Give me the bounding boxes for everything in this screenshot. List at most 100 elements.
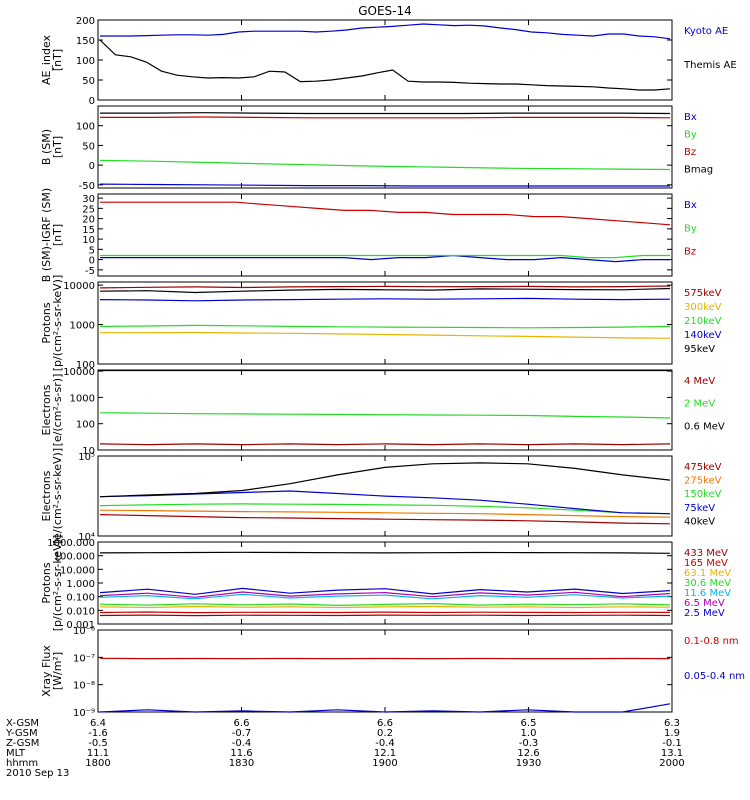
ephemeris-value: 6.5 — [521, 718, 537, 729]
series-line — [99, 587, 671, 595]
ephemeris-value: 6.3 — [664, 718, 680, 729]
legend-entry: 75keV — [684, 503, 715, 514]
y-tick-label: 1000.000 — [47, 538, 95, 549]
legend-entry: Bmag — [684, 165, 713, 176]
legend-entry: 300keV — [684, 302, 722, 313]
y-tick-label: 150 — [76, 36, 95, 47]
legend-entry: 275keV — [684, 476, 722, 487]
legend-entry: Bx — [684, 200, 697, 211]
legend-entry: Bz — [684, 147, 696, 158]
series-line — [99, 602, 671, 607]
ephemeris-value: 12.6 — [517, 748, 539, 759]
series-line — [99, 703, 671, 713]
series-line — [99, 324, 671, 329]
ephemeris-axis: X-GSM 6.4 6.6 6.6 6.5 6.3 Y-GSM -1.6 -0.7 0.2 1.0 1… — [5, 718, 685, 779]
y-tick-label: 1000 — [70, 393, 95, 404]
y-axis-label: Protons — [40, 562, 53, 603]
panel-frame — [97, 629, 673, 713]
y-tick-label: 10.000 — [60, 565, 95, 576]
ephemeris-value: 12.1 — [374, 748, 396, 759]
y-tick-label: 10000 — [63, 367, 95, 378]
legend-entry: 30.6 MeV — [684, 578, 731, 589]
series-line — [100, 112, 671, 115]
y-axis-label: [nT] — [51, 224, 64, 246]
ephemeris-value: 2000 — [659, 758, 684, 769]
y-tick-label: 50 — [82, 76, 95, 87]
y-axis-label: [nT] — [51, 49, 64, 71]
y-tick-label: 25 — [82, 204, 95, 215]
legend-entry: 2.5 MeV — [684, 608, 725, 619]
ephemeris-row-label: MLT — [6, 748, 26, 759]
series-line — [100, 331, 671, 339]
legend-entry: 210keV — [684, 316, 722, 327]
legend-entry: 40keV — [684, 516, 715, 527]
series-line — [99, 443, 671, 446]
ephemeris-value: -1.6 — [88, 728, 108, 739]
plot-title: GOES-14 — [358, 4, 412, 18]
ephemeris-value: -0.3 — [519, 738, 539, 749]
series-line — [100, 23, 671, 40]
ephemeris-value: 6.4 — [90, 718, 106, 729]
ephemeris-value: 1800 — [85, 758, 110, 769]
y-tick-label: 20 — [82, 215, 95, 226]
y-axis-label: AE_index — [40, 34, 53, 85]
panel-2: -50 0 50 100 B (SM)[nT] Bx By Bz Bmag — [40, 105, 713, 192]
y-axis-label: [p/(cm²-s-sr-keV)] — [51, 275, 64, 372]
y-axis-label: [W/m²] — [51, 652, 64, 690]
legend-entry: 11.6 MeV — [684, 588, 731, 599]
panel-6: 10⁴ 10⁵ Electrons[e/(cm²-s-sr-keV)] 475keV 2… — [40, 448, 722, 544]
ephemeris-value: 0.2 — [377, 728, 393, 739]
panel-5: 10 100 1000 10000 Electrons[e/(cm²-s-sr)] 4 M… — [40, 367, 725, 457]
y-axis-label: [nT] — [51, 136, 64, 158]
series-line — [99, 611, 671, 614]
ephemeris-value: 11.1 — [87, 748, 109, 759]
date-label: 2010 Sep 13 — [6, 768, 69, 779]
legend-entry: Bx — [684, 112, 697, 123]
panel-7: 0.001 0.010 0.100 1.000 10.000 100.000 1000.00… — [40, 535, 731, 632]
ephemeris-row-label: X-GSM — [6, 718, 39, 729]
y-tick-label: 0 — [89, 161, 95, 172]
series-line — [99, 462, 671, 498]
panel-frame — [97, 19, 673, 101]
series-line — [99, 509, 671, 518]
legend-entry: 140keV — [684, 330, 722, 341]
y-tick-label: 5 — [89, 245, 95, 256]
ephemeris-row-label: Y-GSM — [5, 728, 38, 739]
ephemeris-value: 1830 — [229, 758, 254, 769]
legend-entry: By — [684, 130, 697, 141]
ephemeris-value: 6.6 — [234, 718, 250, 729]
y-tick-label: 0.001 — [66, 620, 95, 631]
ephemeris-value: 1900 — [372, 758, 397, 769]
y-tick-label: 10 — [82, 446, 95, 457]
y-axis-label: [e/(cm²-s-sr-keV)] — [51, 448, 64, 544]
ephemeris-value: -0.5 — [88, 738, 108, 749]
y-tick-label: 10⁻⁸ — [73, 681, 95, 692]
legend-entry: 575keV — [684, 288, 722, 299]
panel-frame — [97, 193, 673, 277]
legend-entry: 475keV — [684, 462, 722, 473]
ephemeris-row-label: hhmm — [6, 758, 38, 769]
legend-entry: 433 MeV — [684, 548, 728, 559]
series-line — [99, 412, 671, 419]
ephemeris-value: -0.7 — [232, 728, 252, 739]
series-line — [99, 551, 671, 554]
series-line — [100, 254, 670, 263]
ephemeris-value: -0.1 — [662, 738, 682, 749]
y-axis-label: [p/(cm²-s-sr-keV)] — [51, 535, 64, 632]
ephemeris-value: -0.4 — [375, 738, 395, 749]
ephemeris-value: 11.6 — [230, 748, 252, 759]
y-tick-label: 0 — [89, 96, 95, 107]
y-tick-label: 10⁻⁹ — [73, 708, 95, 719]
series-line — [100, 201, 671, 226]
panel-frame — [97, 281, 673, 365]
series-line — [99, 297, 671, 302]
y-tick-label: 0.100 — [66, 593, 95, 604]
y-tick-label: -50 — [79, 181, 95, 192]
y-tick-label: 10⁴ — [78, 532, 95, 543]
legend-entry: 4 MeV — [684, 376, 715, 387]
legend-entry: 150keV — [684, 489, 722, 500]
y-tick-label: 10⁵ — [78, 452, 95, 463]
legend-entry: 165 MeV — [684, 558, 728, 569]
series-line — [99, 39, 671, 91]
